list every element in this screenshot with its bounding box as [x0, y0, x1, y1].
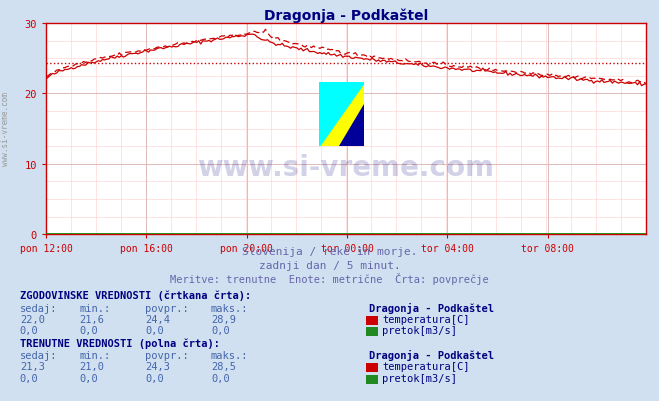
Polygon shape: [319, 83, 364, 146]
Text: www.si-vreme.com: www.si-vreme.com: [198, 153, 494, 181]
Text: min.:: min.:: [79, 303, 110, 313]
Text: sedaj:: sedaj:: [20, 303, 57, 313]
Text: 0,0: 0,0: [211, 373, 229, 383]
Text: pretok[m3/s]: pretok[m3/s]: [382, 373, 457, 383]
Text: 22,0: 22,0: [20, 314, 45, 324]
Text: 0,0: 0,0: [145, 373, 163, 383]
Text: 28,9: 28,9: [211, 314, 236, 324]
Title: Dragonja - Podkaštel: Dragonja - Podkaštel: [264, 8, 428, 23]
Text: 24,3: 24,3: [145, 361, 170, 371]
Text: ZGODOVINSKE VREDNOSTI (črtkana črta):: ZGODOVINSKE VREDNOSTI (črtkana črta):: [20, 290, 251, 301]
Text: Meritve: trenutne  Enote: metrične  Črta: povprečje: Meritve: trenutne Enote: metrične Črta: …: [170, 273, 489, 285]
Text: maks.:: maks.:: [211, 350, 248, 360]
Text: temperatura[C]: temperatura[C]: [382, 361, 470, 371]
Text: zadnji dan / 5 minut.: zadnji dan / 5 minut.: [258, 261, 401, 271]
Text: min.:: min.:: [79, 350, 110, 360]
Text: 0,0: 0,0: [79, 373, 98, 383]
Text: 21,0: 21,0: [79, 361, 104, 371]
Text: 21,3: 21,3: [20, 361, 45, 371]
Text: maks.:: maks.:: [211, 303, 248, 313]
Text: 24,4: 24,4: [145, 314, 170, 324]
Text: pretok[m3/s]: pretok[m3/s]: [382, 326, 457, 336]
Text: 0,0: 0,0: [211, 326, 229, 336]
Polygon shape: [339, 105, 364, 146]
Text: 0,0: 0,0: [20, 373, 38, 383]
Text: povpr.:: povpr.:: [145, 350, 188, 360]
Text: 0,0: 0,0: [20, 326, 38, 336]
Text: 0,0: 0,0: [79, 326, 98, 336]
Text: TRENUTNE VREDNOSTI (polna črta):: TRENUTNE VREDNOSTI (polna črta):: [20, 337, 219, 348]
Text: Dragonja - Podkaštel: Dragonja - Podkaštel: [369, 302, 494, 313]
Text: Slovenija / reke in morje.: Slovenija / reke in morje.: [242, 247, 417, 257]
Text: temperatura[C]: temperatura[C]: [382, 314, 470, 324]
Text: Dragonja - Podkaštel: Dragonja - Podkaštel: [369, 349, 494, 360]
Polygon shape: [319, 83, 364, 146]
Text: sedaj:: sedaj:: [20, 350, 57, 360]
Text: povpr.:: povpr.:: [145, 303, 188, 313]
Text: www.si-vreme.com: www.si-vreme.com: [1, 91, 10, 165]
Text: 0,0: 0,0: [145, 326, 163, 336]
Text: 21,6: 21,6: [79, 314, 104, 324]
Text: 28,5: 28,5: [211, 361, 236, 371]
